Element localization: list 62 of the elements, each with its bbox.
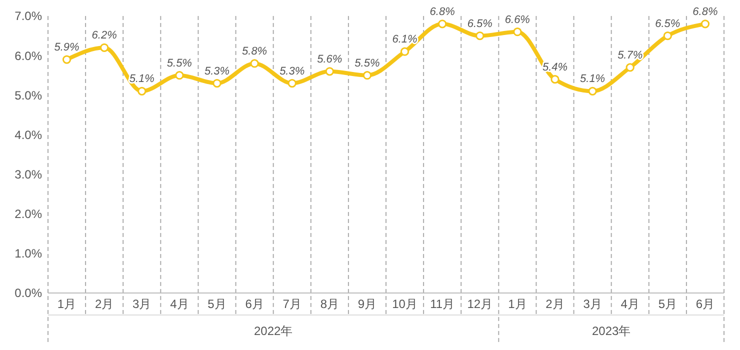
x-tick-label: 3月 — [132, 297, 152, 311]
y-tick-label: 0.0% — [14, 286, 42, 300]
text: 2023年 — [592, 324, 631, 338]
point — [175, 71, 184, 80]
data-label: 5.5% — [166, 57, 192, 70]
x-tick-label: 4月 — [170, 297, 189, 311]
x-tick-label: 11月 — [430, 297, 455, 311]
data-label: 5.6% — [317, 53, 342, 66]
y-tick-label: 7.0% — [14, 9, 42, 24]
x-tick-label: 6月 — [245, 297, 264, 311]
point — [62, 55, 72, 64]
point — [438, 20, 447, 28]
point — [626, 63, 634, 72]
data-label: 5.9% — [54, 42, 80, 54]
data-label: 6.2% — [92, 30, 118, 42]
data-label: 6.8% — [692, 6, 718, 18]
x-tick-label: 8月 — [320, 297, 340, 311]
y-tick-label: 3.0% — [14, 167, 42, 182]
point — [400, 47, 410, 56]
data-label: 6.6% — [504, 14, 530, 26]
data-label: 6.5% — [655, 18, 680, 30]
x-tick-label: 1月 — [508, 297, 527, 311]
y-tick-label: 2.0% — [14, 207, 42, 222]
x-tick-label: 5月 — [658, 297, 678, 311]
point — [588, 86, 597, 96]
point — [212, 78, 222, 88]
point — [476, 31, 484, 40]
point — [513, 28, 522, 36]
data-label: 5.5% — [354, 57, 380, 70]
x-tick-label: 5月 — [208, 297, 226, 311]
point — [250, 59, 259, 68]
data-label: 6.1% — [392, 34, 418, 46]
x-tick-label: 4月 — [620, 297, 640, 311]
x-tick-label: 1月 — [57, 297, 76, 311]
y-tick-label: 4.0% — [14, 128, 42, 142]
x-tick-label: 2月 — [94, 297, 114, 311]
point — [288, 78, 296, 88]
x-tick-label: 10月 — [392, 297, 418, 311]
point — [138, 86, 146, 96]
x-tick-label: 3月 — [583, 297, 602, 311]
data-label: 5.1% — [580, 73, 606, 86]
x-tick-label: 12月 — [467, 297, 493, 311]
point — [325, 67, 334, 76]
point — [700, 20, 710, 28]
y-tick-label: 1.0% — [14, 246, 42, 261]
data-label: 6.8% — [430, 6, 456, 18]
point — [550, 75, 560, 84]
text: 2022年 — [254, 324, 293, 338]
x-tick-label: 7月 — [282, 297, 302, 311]
point — [100, 43, 109, 52]
x-tick-label: 6月 — [696, 297, 715, 311]
point — [663, 31, 672, 40]
y-tick-label: 6.0% — [14, 48, 42, 63]
data-label: 5.7% — [618, 49, 643, 62]
data-label: 6.5% — [467, 18, 493, 30]
x-tick-label: 9月 — [358, 297, 377, 311]
point — [362, 71, 372, 80]
y-tick-label: 5.0% — [14, 88, 42, 102]
data-label: 5.3% — [204, 65, 230, 78]
data-label: 5.3% — [280, 65, 305, 78]
data-label: 5.8% — [242, 45, 268, 58]
x-tick-label: 2月 — [546, 297, 564, 311]
